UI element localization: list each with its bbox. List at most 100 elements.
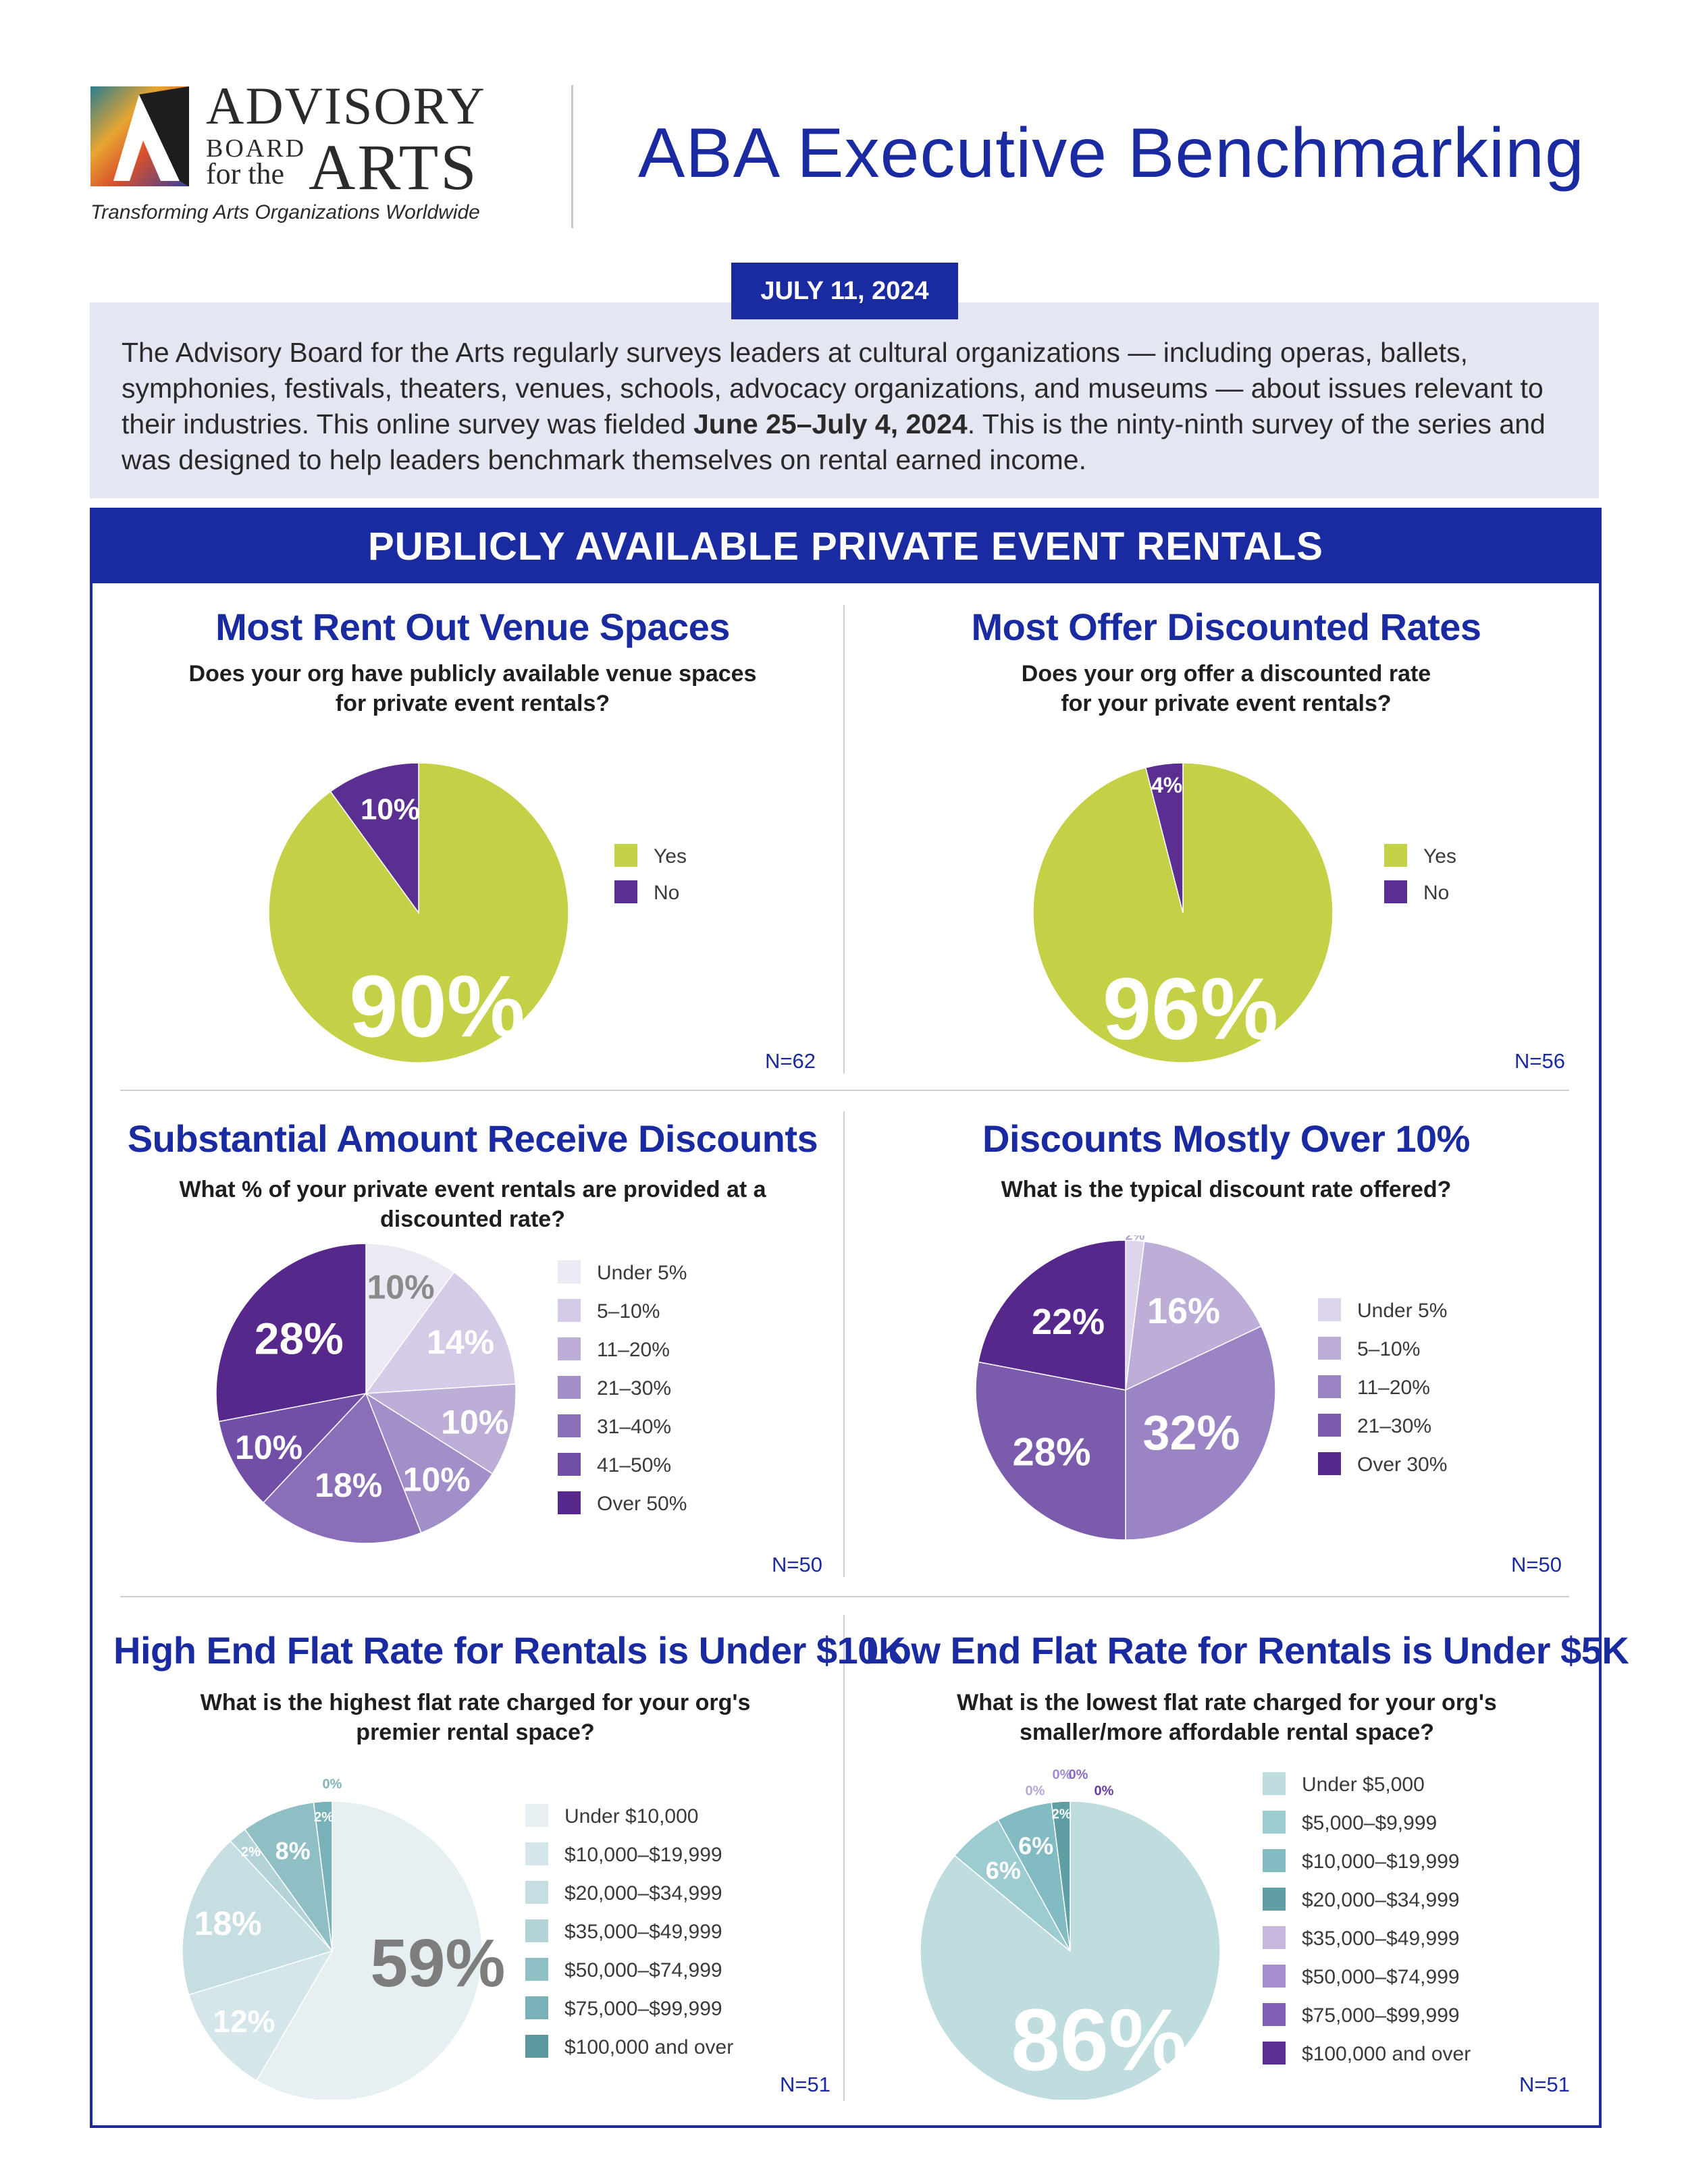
slice-label: 6%	[986, 1857, 1021, 1884]
panel-question: What is the typical discount rate offere…	[878, 1175, 1575, 1204]
question-line: Does your org have publicly available ve…	[188, 661, 757, 687]
slice-label: 12%	[213, 2004, 275, 2039]
sample-size: N=51	[1519, 2073, 1570, 2096]
legend-swatch	[1263, 2042, 1286, 2065]
slice-label: 0%	[1053, 1767, 1072, 1782]
legend-swatch	[558, 1453, 581, 1476]
slice-label: 10%	[361, 793, 420, 826]
row-divider	[120, 1090, 1569, 1091]
question-line: What % of your private event rentals are…	[179, 1177, 766, 1232]
sample-size: N=62	[765, 1049, 816, 1073]
slice-label: 32%	[1142, 1406, 1240, 1460]
legend-swatch	[1263, 1888, 1286, 1911]
pie-slice	[244, 1801, 333, 1952]
question-line: smaller/more affordable rental space?	[1019, 1720, 1435, 1745]
legend-label: Yes	[654, 845, 687, 868]
question-line: for your private event rentals?	[1061, 691, 1392, 716]
page-title: ABA Executive Benchmarking	[638, 114, 1585, 192]
legend-label: Yes	[1423, 845, 1456, 868]
legend-swatch	[1263, 1965, 1286, 1988]
legend-swatch	[525, 1804, 548, 1827]
panel-title: High End Flat Rate for Rentals is Under …	[113, 1629, 905, 1672]
panel-question: What is the highest flat rate charged fo…	[113, 1688, 837, 1747]
slice-label: 14%	[427, 1323, 494, 1361]
legend-swatch	[1263, 1926, 1286, 1949]
pie-chart-discount-share: 10% 14% 10% 10% 18% 10% 28% Under 5% 5–10% 11–20%…	[215, 1243, 687, 1544]
pie-slice	[365, 1392, 494, 1534]
legend-swatch	[525, 1996, 548, 2019]
panel-question: Does your org have publicly available ve…	[135, 659, 810, 718]
legend-label: $35,000–$49,999	[1302, 1927, 1460, 1950]
legend-swatch	[1318, 1375, 1341, 1398]
slice-label: 2%	[1125, 1235, 1144, 1244]
legend-swatch	[614, 880, 637, 903]
panel-title: Most Rent Out Venue Spaces	[215, 606, 730, 648]
legend-label: 21–30%	[597, 1377, 671, 1400]
logo-arts-text: ARTS	[309, 131, 479, 203]
pie-slice	[978, 1240, 1126, 1391]
logo-forthe-text: for the	[206, 157, 285, 190]
legend-swatch	[1263, 1772, 1286, 1795]
slice-label: 22%	[1032, 1302, 1105, 1342]
legend-swatch	[525, 1958, 548, 1981]
section-title: PUBLICLY AVAILABLE PRIVATE EVENT RENTALS	[90, 508, 1602, 583]
legend-swatch	[1384, 844, 1407, 867]
legend-label: 21–30%	[1357, 1415, 1431, 1437]
slice-label: 2%	[314, 1810, 334, 1825]
legend-swatch	[558, 1414, 581, 1437]
panel-question: What is the lowest flat rate charged for…	[866, 1688, 1588, 1747]
panel-question: What % of your private event rentals are…	[122, 1175, 824, 1234]
legend-label: $50,000–$74,999	[564, 1959, 722, 1981]
legend-label: 11–20%	[597, 1339, 670, 1361]
legend-label: 5–10%	[597, 1300, 660, 1323]
pie-slice	[188, 1950, 334, 2081]
row-divider	[120, 1596, 1569, 1597]
pie-slice	[218, 1392, 368, 1503]
pie-slice	[975, 1361, 1126, 1541]
legend-label: $20,000–$34,999	[564, 1882, 722, 1905]
sample-size: N=50	[1511, 1553, 1562, 1576]
slice-label: 0%	[1094, 1784, 1114, 1799]
slice-label: 10%	[367, 1269, 434, 1306]
slice-label: 10%	[441, 1403, 508, 1441]
pie-slice	[1051, 1801, 1071, 1952]
sample-size: N=56	[1514, 1049, 1565, 1073]
panel-title: Substantial Amount Receive Discounts	[127, 1117, 818, 1160]
legend-label: No	[1423, 882, 1449, 904]
legend-swatch	[525, 1842, 548, 1865]
legend-swatch	[558, 1260, 581, 1283]
logo-board-text: BOARD	[206, 134, 307, 163]
slice-label: 96%	[1103, 959, 1278, 1058]
legend-swatch	[558, 1337, 581, 1360]
slice-label: 0%	[323, 1777, 342, 1792]
pie-slice	[365, 1271, 517, 1394]
slice-label: 2%	[241, 1844, 261, 1859]
legend-label: $35,000–$49,999	[564, 1921, 722, 1943]
slice-label: 28%	[1012, 1430, 1090, 1474]
slice-label: 18%	[194, 1905, 262, 1942]
legend-label: $20,000–$34,999	[1302, 1889, 1460, 1911]
slice-label: 0%	[1026, 1784, 1045, 1799]
legend-swatch	[1318, 1452, 1341, 1475]
legend-swatch	[558, 1376, 581, 1399]
legend-label: $100,000 and over	[1302, 2043, 1471, 2065]
intro-text-part: The Advisory Board for the Arts regularl…	[122, 337, 1544, 440]
legend-swatch	[1263, 1849, 1286, 1872]
sample-size: N=51	[780, 2073, 830, 2096]
pie-slice	[365, 1243, 455, 1395]
question-line: Does your org offer a discounted rate	[1021, 661, 1431, 687]
aba-logo-icon	[90, 86, 189, 186]
slice-label: 90%	[349, 957, 525, 1055]
legend-swatch	[1384, 880, 1407, 903]
slice-label: 2%	[1052, 1807, 1072, 1821]
slice-label: 86%	[1011, 1990, 1186, 2089]
slice-label: 10%	[403, 1461, 471, 1499]
question-line: premier rental space?	[356, 1720, 595, 1745]
intro-text-part: . This is the ninty-ninth survey of the …	[122, 408, 1546, 475]
slice-label: 4%	[1151, 773, 1182, 797]
column-divider	[843, 1111, 845, 1577]
legend-label: Over 50%	[597, 1493, 687, 1515]
legend-label: $10,000–$19,999	[1302, 1850, 1460, 1873]
legend-label: 11–20%	[1357, 1377, 1430, 1399]
legend-label: $100,000 and over	[564, 2036, 733, 2058]
